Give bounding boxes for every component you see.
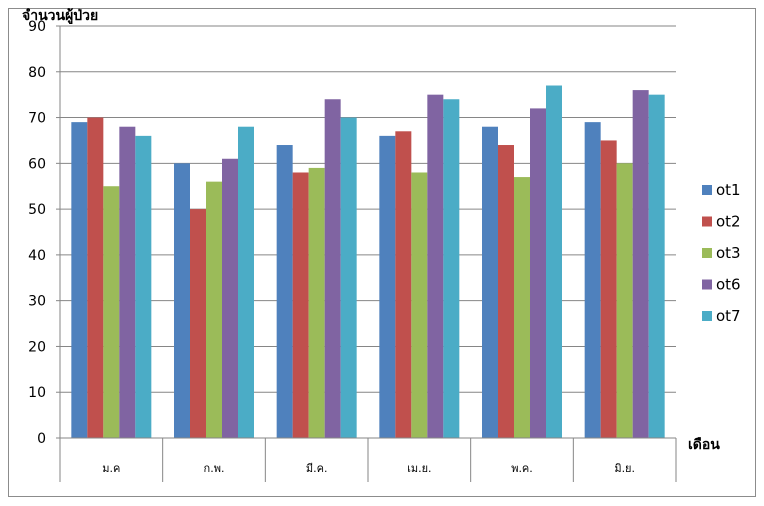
x-category-label: มิ.ย. <box>614 462 635 475</box>
legend-swatch-ot3 <box>702 248 712 258</box>
legend-swatch-ot2 <box>702 216 712 227</box>
legend-swatch-ot7 <box>702 311 712 321</box>
y-tick-label: 10 <box>28 385 46 401</box>
bar-ot6-2 <box>324 99 341 438</box>
y-tick-label: 60 <box>28 156 46 172</box>
x-category-label: ม.ค <box>102 462 120 475</box>
bar-ot3-3 <box>411 172 428 438</box>
y-tick-label: 90 <box>28 19 46 35</box>
bar-ot6-5 <box>632 90 649 438</box>
bar-ot2-5 <box>600 140 617 438</box>
bar-ot6-0 <box>119 126 136 438</box>
legend-label-ot2: ot2 <box>716 213 741 231</box>
bar-ot6-4 <box>530 108 546 439</box>
bar-ot7-5 <box>648 94 665 439</box>
bar-ot1-2 <box>276 145 293 438</box>
bar-ot7-4 <box>546 85 562 438</box>
bar-ot3-1 <box>206 181 222 438</box>
bar-ot1-0 <box>71 122 88 438</box>
legend-label-ot3: ot3 <box>716 244 741 262</box>
bar-ot7-2 <box>340 117 357 439</box>
bar-ot1-4 <box>482 126 498 438</box>
bar-ot2-1 <box>190 209 206 438</box>
x-category-label: เม.ย. <box>407 462 431 475</box>
bar-ot3-2 <box>308 167 325 438</box>
bars <box>71 85 665 439</box>
y-tick-label: 80 <box>28 65 46 81</box>
bar-ot1-5 <box>584 122 601 438</box>
bar-ot2-0 <box>87 117 104 439</box>
y-tick-label: 40 <box>28 248 46 264</box>
legend-swatch-ot6 <box>702 279 712 290</box>
y-tick-label: 20 <box>28 339 46 355</box>
gridlines <box>56 25 676 439</box>
bar-ot2-2 <box>292 172 309 438</box>
y-tick-label: 70 <box>28 111 46 127</box>
legend-label-ot1: ot1 <box>716 181 741 199</box>
y-axis-ticks: 0 10 20 30 40 50 60 70 80 90 <box>28 19 46 447</box>
x-category-label: มี.ค. <box>306 462 328 475</box>
bar-ot1-1 <box>174 163 190 439</box>
bar-ot7-3 <box>443 99 460 438</box>
y-tick-label: 50 <box>28 202 46 218</box>
x-axis-categories: ม.ค ก.พ. มี.ค. เม.ย. พ.ค. มิ.ย. <box>102 462 635 475</box>
bar-ot2-3 <box>395 131 412 439</box>
bar-ot3-5 <box>616 163 633 439</box>
bar-ot6-3 <box>427 94 444 439</box>
x-category-label: พ.ค. <box>511 462 533 475</box>
x-axis-label: เดือน <box>688 437 720 453</box>
bar-ot1-3 <box>379 135 396 438</box>
axes <box>59 26 677 482</box>
x-category-label: ก.พ. <box>204 462 225 475</box>
legend-swatch-ot1 <box>702 185 712 195</box>
bar-ot2-4 <box>498 145 514 438</box>
bar-ot7-1 <box>238 126 254 438</box>
bar-ot3-0 <box>103 186 120 438</box>
bar-ot3-4 <box>514 177 530 439</box>
y-axis-label: จำนวนผู้ป่วย <box>22 8 98 24</box>
legend-label-ot7: ot7 <box>716 307 741 325</box>
y-tick-label: 30 <box>28 294 46 310</box>
bar-ot7-0 <box>135 135 152 438</box>
bar-ot6-1 <box>222 158 238 438</box>
y-tick-label: 0 <box>37 431 46 447</box>
legend-label-ot6: ot6 <box>716 276 741 294</box>
legend: ot1 ot2 ot3 ot6 ot7 <box>702 181 741 325</box>
